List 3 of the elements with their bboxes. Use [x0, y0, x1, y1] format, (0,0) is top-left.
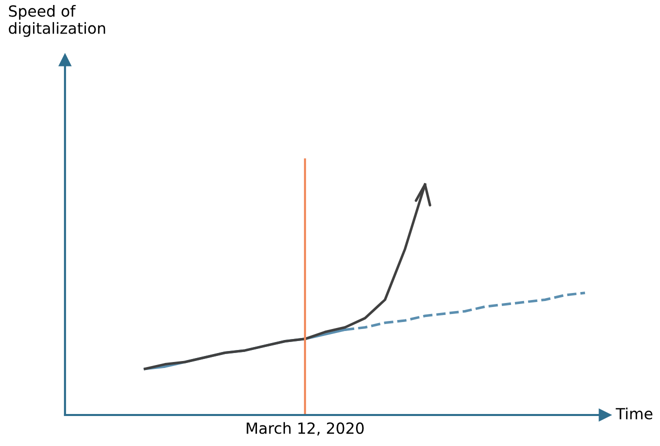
x-axis-title: Time	[616, 408, 652, 420]
text: Speed of digitalization	[8, 5, 106, 37]
text: March 12, 2020	[246, 422, 364, 436]
